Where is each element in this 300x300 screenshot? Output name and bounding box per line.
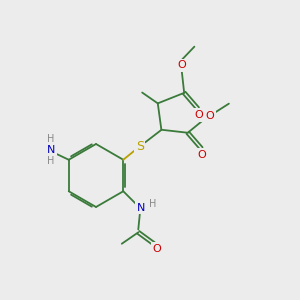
Text: O: O xyxy=(205,111,214,121)
Text: N: N xyxy=(137,203,146,213)
Text: O: O xyxy=(197,150,206,160)
Text: N: N xyxy=(46,145,55,155)
Text: H: H xyxy=(47,134,54,144)
Text: O: O xyxy=(194,110,203,120)
Text: H: H xyxy=(47,156,54,166)
Text: O: O xyxy=(177,60,186,70)
Text: O: O xyxy=(152,244,161,254)
Text: S: S xyxy=(136,140,144,153)
Text: H: H xyxy=(149,199,156,209)
